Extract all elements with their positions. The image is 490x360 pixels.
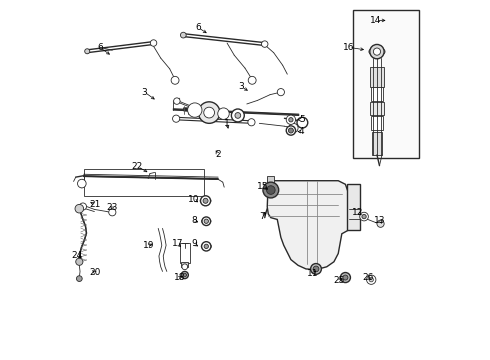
Circle shape (203, 198, 208, 203)
Circle shape (341, 273, 350, 283)
Circle shape (369, 278, 373, 282)
Circle shape (172, 115, 180, 122)
Bar (370, 102, 384, 116)
Circle shape (180, 32, 186, 38)
Text: 16: 16 (343, 43, 355, 52)
Circle shape (248, 119, 255, 126)
Circle shape (204, 107, 215, 118)
Text: 21: 21 (89, 200, 101, 209)
Circle shape (75, 204, 84, 213)
Text: 23: 23 (107, 203, 118, 212)
Circle shape (188, 103, 202, 117)
Text: 2: 2 (215, 150, 221, 159)
Circle shape (198, 102, 220, 123)
Bar (370, 67, 384, 87)
Circle shape (267, 186, 275, 194)
Text: 5: 5 (299, 115, 305, 124)
Text: 25: 25 (333, 276, 344, 285)
Circle shape (343, 275, 348, 280)
Text: 3: 3 (142, 87, 147, 96)
Circle shape (85, 49, 90, 54)
Circle shape (181, 271, 188, 279)
Text: 4: 4 (299, 127, 304, 136)
Circle shape (377, 220, 384, 227)
Bar (347, 184, 360, 230)
Circle shape (171, 76, 179, 84)
Circle shape (200, 196, 211, 206)
Circle shape (204, 219, 208, 224)
Text: 7: 7 (259, 212, 265, 221)
Text: 19: 19 (143, 241, 155, 250)
Circle shape (79, 203, 87, 210)
Circle shape (202, 217, 211, 226)
Text: 15: 15 (256, 182, 268, 191)
Text: 1: 1 (224, 119, 230, 128)
Circle shape (231, 109, 245, 122)
Circle shape (286, 126, 295, 135)
Text: 18: 18 (174, 273, 186, 282)
Circle shape (297, 117, 308, 128)
Bar (371, 87, 383, 101)
Circle shape (183, 273, 187, 277)
Text: 9: 9 (191, 239, 197, 248)
Bar (180, 243, 190, 263)
Circle shape (77, 179, 86, 188)
Circle shape (218, 108, 229, 120)
Text: 17: 17 (172, 239, 183, 248)
Circle shape (289, 118, 293, 122)
Text: 12: 12 (352, 208, 364, 217)
Circle shape (248, 76, 256, 84)
Circle shape (76, 276, 82, 282)
Circle shape (201, 242, 211, 251)
Circle shape (313, 266, 319, 272)
Circle shape (373, 48, 381, 55)
Circle shape (362, 215, 366, 219)
Circle shape (204, 244, 208, 248)
Polygon shape (267, 181, 348, 270)
Circle shape (367, 275, 376, 284)
Text: 24: 24 (72, 251, 83, 260)
Circle shape (360, 212, 368, 221)
Bar (372, 132, 382, 155)
Text: 6: 6 (196, 23, 201, 32)
Circle shape (235, 113, 241, 118)
Text: 14: 14 (370, 16, 382, 25)
Text: 3: 3 (239, 82, 245, 91)
Circle shape (263, 182, 279, 198)
Bar (181, 262, 188, 267)
Circle shape (289, 123, 298, 133)
Circle shape (109, 209, 116, 216)
Circle shape (76, 258, 83, 265)
Circle shape (277, 89, 285, 96)
Circle shape (370, 44, 384, 59)
Text: 20: 20 (89, 268, 101, 277)
Bar (84, 169, 204, 196)
Bar (267, 176, 274, 184)
Bar (371, 116, 383, 130)
Circle shape (262, 41, 268, 47)
Circle shape (311, 264, 321, 274)
Text: 6: 6 (97, 43, 102, 52)
Ellipse shape (369, 47, 385, 56)
Circle shape (150, 40, 157, 46)
Circle shape (289, 128, 294, 133)
Bar (353, 10, 419, 158)
Text: 22: 22 (132, 162, 143, 171)
Text: 8: 8 (191, 216, 197, 225)
Circle shape (182, 264, 188, 270)
Circle shape (173, 98, 180, 104)
Text: 26: 26 (362, 273, 373, 282)
Text: 10: 10 (188, 195, 200, 204)
Text: 13: 13 (374, 216, 385, 225)
Text: 11: 11 (307, 269, 319, 278)
Circle shape (286, 115, 295, 125)
